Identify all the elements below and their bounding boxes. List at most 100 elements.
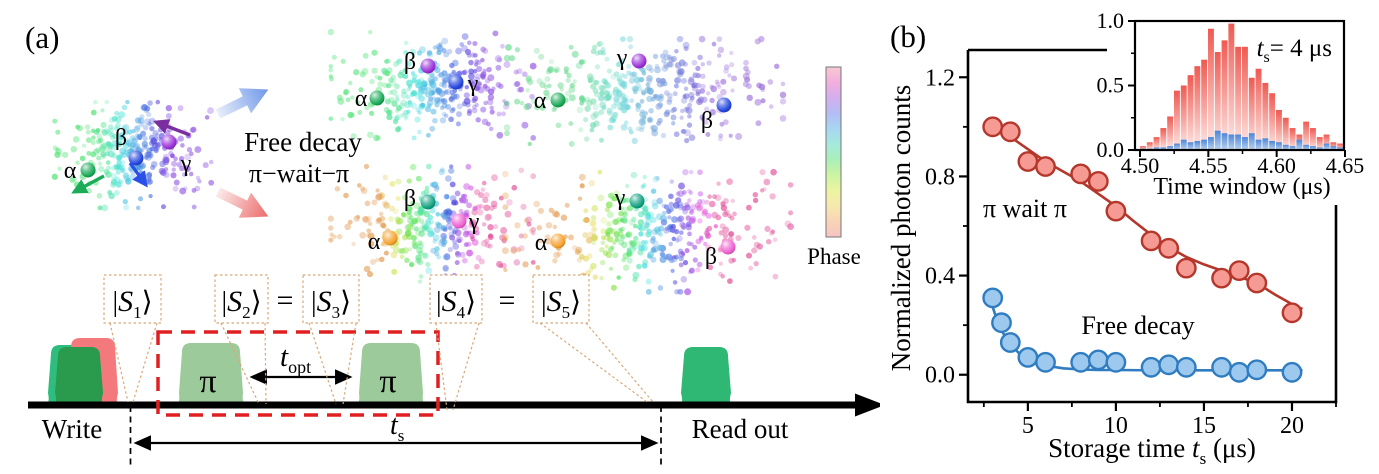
panel-b-chart: (b) 5 10 15 20 0.0 0.4 0.8 1.2 Normalized photo… — [886, 8, 1364, 468]
inset-blue-bar — [1201, 139, 1208, 150]
inset-red-bar — [1180, 85, 1187, 150]
free-decay-data-point — [1070, 351, 1092, 373]
inset-red-bar — [1269, 93, 1276, 150]
free-decay-data-point — [1087, 349, 1109, 371]
read-out-pulse — [675, 347, 737, 407]
inset-red-bar — [1174, 90, 1180, 150]
teal-atom-sphere — [629, 193, 645, 209]
beta-label: β — [115, 125, 127, 151]
state-ket-2: |S2⟩ — [214, 274, 269, 405]
inset-red-bar — [1248, 77, 1255, 150]
y-axis-label: Normalized photon counts — [886, 85, 916, 371]
inset-blue-bar — [1337, 147, 1344, 150]
inset-blue-bar — [1235, 134, 1242, 150]
blue-atom-sphere — [716, 97, 732, 113]
y-tick-label: 0.4 — [925, 264, 955, 290]
alpha-label: α — [534, 88, 547, 114]
inset-red-bar — [1323, 134, 1330, 150]
x-tick-label: 5 — [1022, 413, 1034, 439]
pi-wait-pi-data-point — [1281, 302, 1303, 324]
inset-red-bar — [1255, 68, 1262, 150]
free-decay-data-point — [1035, 351, 1056, 373]
gamma-label: γ — [616, 45, 628, 71]
beta-label: β — [404, 186, 416, 212]
pink-atom-sphere — [451, 213, 467, 229]
x-tick-label: 10 — [1104, 413, 1128, 439]
inset-red-bar — [1289, 128, 1296, 150]
inset-red-bar — [1282, 117, 1289, 150]
inset-blue-bar — [1153, 147, 1160, 150]
initial-phase-arrows — [71, 119, 191, 194]
state-ket-text: |S3⟩ — [311, 285, 351, 322]
state-ket-1: |S1⟩ — [103, 274, 162, 403]
green-atom-sphere — [550, 92, 566, 108]
inset-blue-bar — [1208, 137, 1214, 150]
pi-wait-pi-data-point — [1070, 163, 1092, 185]
scatter-cluster — [327, 28, 537, 142]
inset-x-tick-label: 4.50 — [1121, 153, 1160, 178]
inset-x-tick-label: 4.60 — [1257, 153, 1296, 178]
pi-wait-pi-data-point — [982, 116, 1004, 138]
inset-red-bar — [1160, 128, 1167, 150]
beta-arrow — [128, 162, 148, 188]
orange-atom-sphere — [550, 233, 566, 249]
free-decay-data-point — [1175, 356, 1197, 378]
inset-blue-bar — [1242, 137, 1248, 150]
green-atom-sphere — [369, 90, 385, 106]
alpha-label: α — [355, 86, 368, 112]
inset-blue-bar — [1167, 146, 1174, 150]
state-ket-text: |S4⟩ — [436, 285, 476, 322]
alpha-arrow — [71, 174, 105, 194]
inset-red-bar — [1235, 46, 1242, 150]
inset-red-bar — [1316, 137, 1323, 150]
inset-red-bar — [1208, 28, 1214, 151]
process-arrows — [215, 88, 269, 218]
state-ket-3: |S3⟩ — [302, 274, 360, 405]
atom-spheres — [80, 53, 736, 255]
inset-blue-bar — [1296, 139, 1303, 150]
free-decay-arrow-icon — [215, 88, 269, 119]
inset-red-bar — [1337, 143, 1344, 150]
gamma-label: γ — [614, 185, 626, 211]
free-decay-data-point — [1105, 351, 1127, 373]
free-decay-data-point — [999, 332, 1021, 353]
pi-pulse-2-label: π — [379, 363, 396, 400]
pi-wait-pi-data-point — [1211, 267, 1232, 289]
free-decay-data-point — [1211, 356, 1232, 378]
inset-x-axis-label: Time window (μs) — [1153, 174, 1330, 200]
inset-red-bar — [1146, 142, 1153, 150]
free-decay-data-point — [1281, 361, 1303, 383]
free-decay-data-point — [1246, 359, 1268, 381]
state-ket-text: |S2⟩ — [221, 285, 261, 322]
pi-wait-pi-process-label: π−wait−π — [249, 159, 349, 188]
inset-blue-bar — [1214, 130, 1221, 150]
free-decay-process-label: Free decay — [244, 127, 362, 157]
write-pulse-green — [49, 347, 109, 407]
pi-wait-pi-data-point — [1035, 156, 1056, 177]
pi-pulse-2 — [351, 343, 431, 407]
y-tick-label: 0.8 — [925, 164, 955, 190]
series-label-free-decay: Free decay — [1081, 311, 1194, 340]
state-ket-5: |S5⟩ — [532, 274, 654, 403]
inset-y-tick-label: 1.0 — [1097, 8, 1125, 33]
free-decay-data-point — [1158, 354, 1180, 376]
pi-pulse-1 — [171, 343, 251, 407]
write-label: Write — [42, 414, 102, 444]
equals-sign-2: = — [499, 284, 516, 317]
series-label-pi-wait-pi: π wait π — [983, 194, 1067, 223]
inset-y-tick-label: 0.5 — [1097, 73, 1125, 98]
orange-atom-sphere — [382, 230, 398, 246]
timeline-axis — [28, 401, 858, 409]
inset-blue-bar — [1269, 140, 1276, 150]
inset-blue-bar — [1248, 133, 1255, 150]
gamma-arrow — [153, 119, 191, 137]
blue-atom-sphere — [448, 74, 464, 90]
inset-red-bar — [1303, 121, 1310, 150]
scatter-cluster — [503, 35, 787, 147]
inset-blue-bar — [1303, 144, 1310, 150]
inset-blue-bar — [1194, 140, 1201, 150]
beta-label: β — [701, 108, 713, 134]
